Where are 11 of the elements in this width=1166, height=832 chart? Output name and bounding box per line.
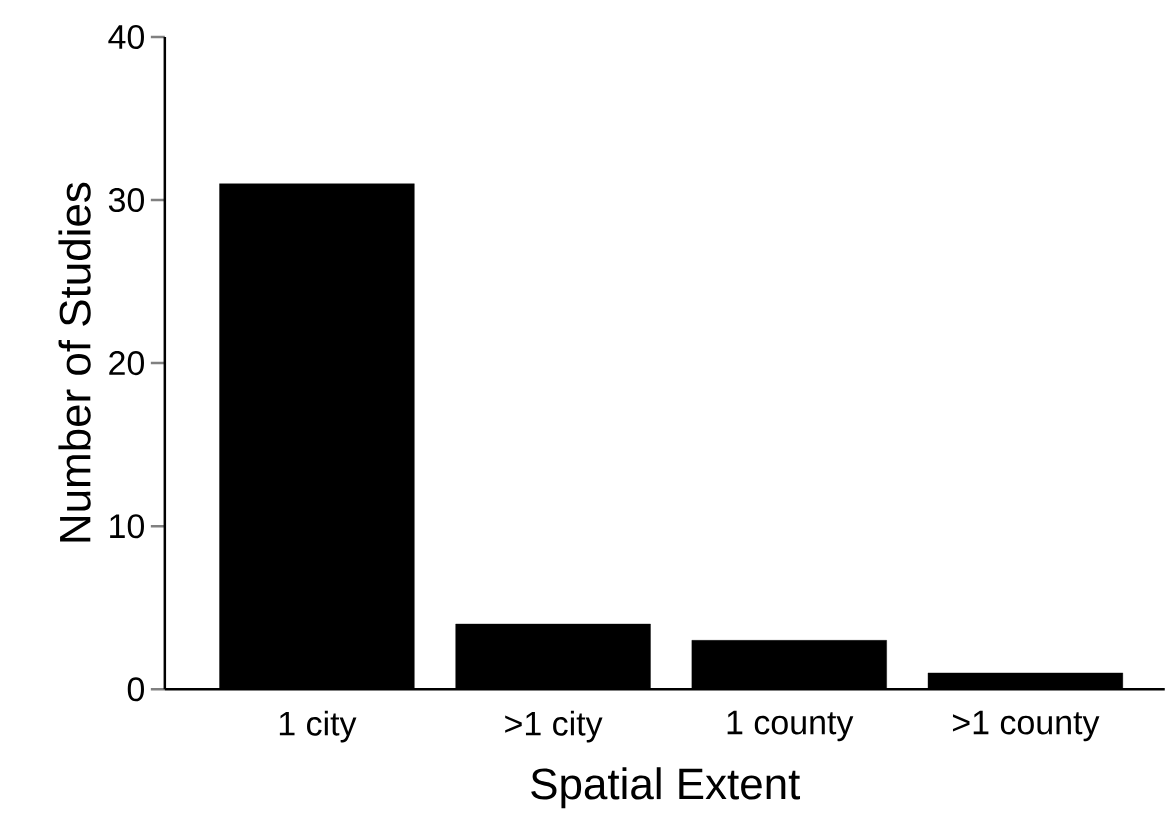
- y-tick-label: 0: [127, 677, 144, 702]
- y-tick-label: 30: [108, 187, 144, 212]
- y-tick-label: 10: [110, 514, 144, 539]
- y-axis-title: Number of Studies: [58, 182, 91, 542]
- x-tick-label: >1 county: [952, 710, 1100, 742]
- x-tick-label: 1 city: [279, 710, 357, 743]
- y-tick-label: 20: [109, 351, 144, 376]
- x-tick-label: 1 county: [727, 710, 854, 742]
- x-tick-label: >1 city: [505, 710, 603, 743]
- y-tick-label: 40: [108, 24, 144, 49]
- x-axis-title: Spatial Extent: [531, 767, 801, 809]
